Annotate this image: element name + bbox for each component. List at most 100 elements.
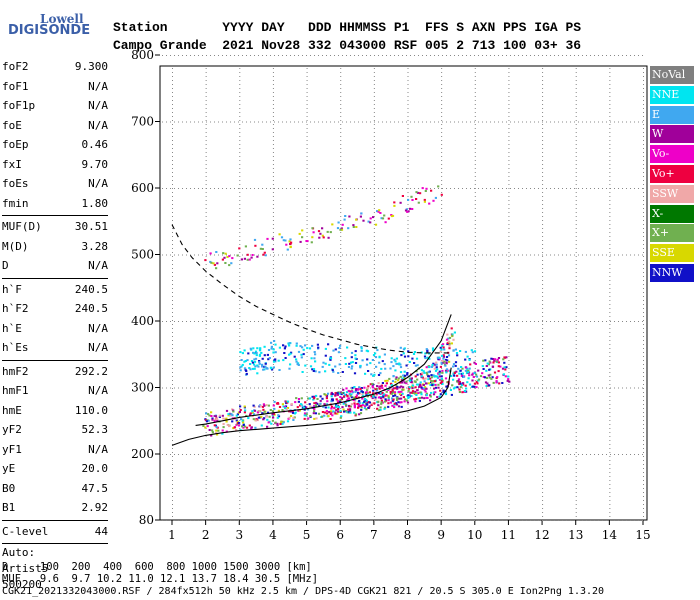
param-separator — [2, 359, 108, 361]
grid-dot — [302, 387, 303, 389]
grid-dot — [498, 254, 499, 256]
grid-dot — [302, 520, 303, 521]
echo-point — [372, 216, 375, 219]
param-row: hmE 110.0 — [2, 402, 108, 422]
grid-dot — [508, 248, 510, 249]
grid-dot — [340, 404, 342, 405]
grid-dot — [310, 454, 311, 455]
grid-dot — [441, 216, 443, 217]
grid-dot — [370, 520, 371, 521]
grid-dot — [362, 121, 363, 123]
grid-dot — [598, 55, 599, 56]
grid-dot — [382, 454, 383, 455]
grid-dot — [643, 356, 644, 357]
echo-point — [258, 410, 261, 413]
grid-dot — [526, 454, 527, 455]
grid-dot — [306, 488, 308, 489]
grid-dot — [643, 348, 644, 349]
echo-point — [464, 358, 467, 361]
grid-dot — [508, 184, 510, 185]
grid-dot — [575, 312, 577, 313]
grid-dot — [172, 444, 173, 445]
grid-dot — [562, 55, 563, 56]
grid-dot — [474, 144, 476, 145]
echo-point — [497, 361, 500, 364]
grid-dot — [441, 488, 443, 489]
grid-dot — [194, 188, 195, 189]
echo-point — [375, 393, 378, 396]
echo-point — [471, 351, 474, 354]
grid-dot — [609, 76, 611, 77]
grid-dot — [239, 216, 241, 217]
grid-dot — [239, 120, 241, 121]
echo-point — [265, 415, 269, 418]
grid-dot — [410, 55, 411, 56]
param-name: C-level — [2, 524, 49, 538]
grid-dot — [609, 356, 611, 357]
param-value: N/A — [88, 442, 108, 456]
grid-dot — [340, 232, 342, 233]
grid-dot — [508, 408, 510, 409]
grid-dot — [278, 454, 279, 455]
echo-point — [483, 376, 487, 379]
grid-dot — [643, 344, 644, 345]
grid-dot — [575, 100, 577, 101]
grid-dot — [618, 387, 619, 389]
grid-dot — [542, 184, 544, 185]
grid-dot — [422, 55, 423, 56]
echo-point — [461, 372, 464, 375]
grid-dot — [306, 387, 307, 389]
legend-item: NoVal — [650, 66, 694, 84]
grid-dot — [474, 380, 476, 381]
echo-point — [450, 327, 453, 330]
echo-point — [311, 236, 314, 239]
grid-dot — [340, 104, 342, 105]
grid-dot — [172, 460, 173, 461]
grid-dot — [172, 296, 173, 297]
echo-point — [444, 358, 448, 361]
grid-dot — [643, 212, 644, 213]
echo-point — [303, 408, 306, 411]
echo-point — [362, 394, 365, 397]
grid-dot — [508, 328, 510, 329]
param-row: yF1 N/A — [2, 441, 108, 461]
echo-point — [231, 414, 234, 417]
echo-point — [460, 375, 463, 377]
grid-dot — [542, 420, 544, 421]
digisonde-logo: Lowell DIGISONDE — [6, 8, 106, 44]
grid-dot — [205, 284, 207, 285]
grid-dot — [508, 420, 510, 421]
echo-point — [359, 387, 362, 390]
grid-dot — [508, 264, 510, 265]
grid-dot — [239, 236, 241, 237]
grid-dot — [238, 55, 239, 56]
grid-dot — [205, 232, 207, 233]
echo-point — [448, 347, 451, 350]
grid-dot — [609, 240, 611, 241]
grid-dot — [272, 252, 274, 253]
grid-dot — [306, 460, 308, 461]
grid-dot — [643, 252, 644, 253]
echo-point — [502, 373, 505, 376]
grid-dot — [609, 328, 611, 329]
grid-dot — [402, 188, 403, 189]
grid-dot — [575, 156, 577, 157]
echo-point — [329, 358, 332, 361]
grid-dot — [205, 328, 207, 329]
echo-point — [325, 410, 328, 413]
echo-point — [427, 382, 430, 385]
echo-point — [434, 380, 437, 383]
grid-dot — [205, 448, 207, 449]
echo-point — [459, 382, 462, 385]
echo-point — [456, 374, 459, 377]
grid-dot — [494, 188, 495, 189]
grid-dot — [522, 454, 523, 455]
grid-dot — [643, 460, 644, 461]
grid-dot — [609, 508, 611, 509]
grid-dot — [643, 136, 644, 137]
grid-dot — [330, 254, 331, 256]
grid-dot — [498, 454, 499, 455]
grid-dot — [407, 276, 409, 277]
echo-point — [417, 201, 420, 204]
grid-dot — [614, 121, 615, 123]
